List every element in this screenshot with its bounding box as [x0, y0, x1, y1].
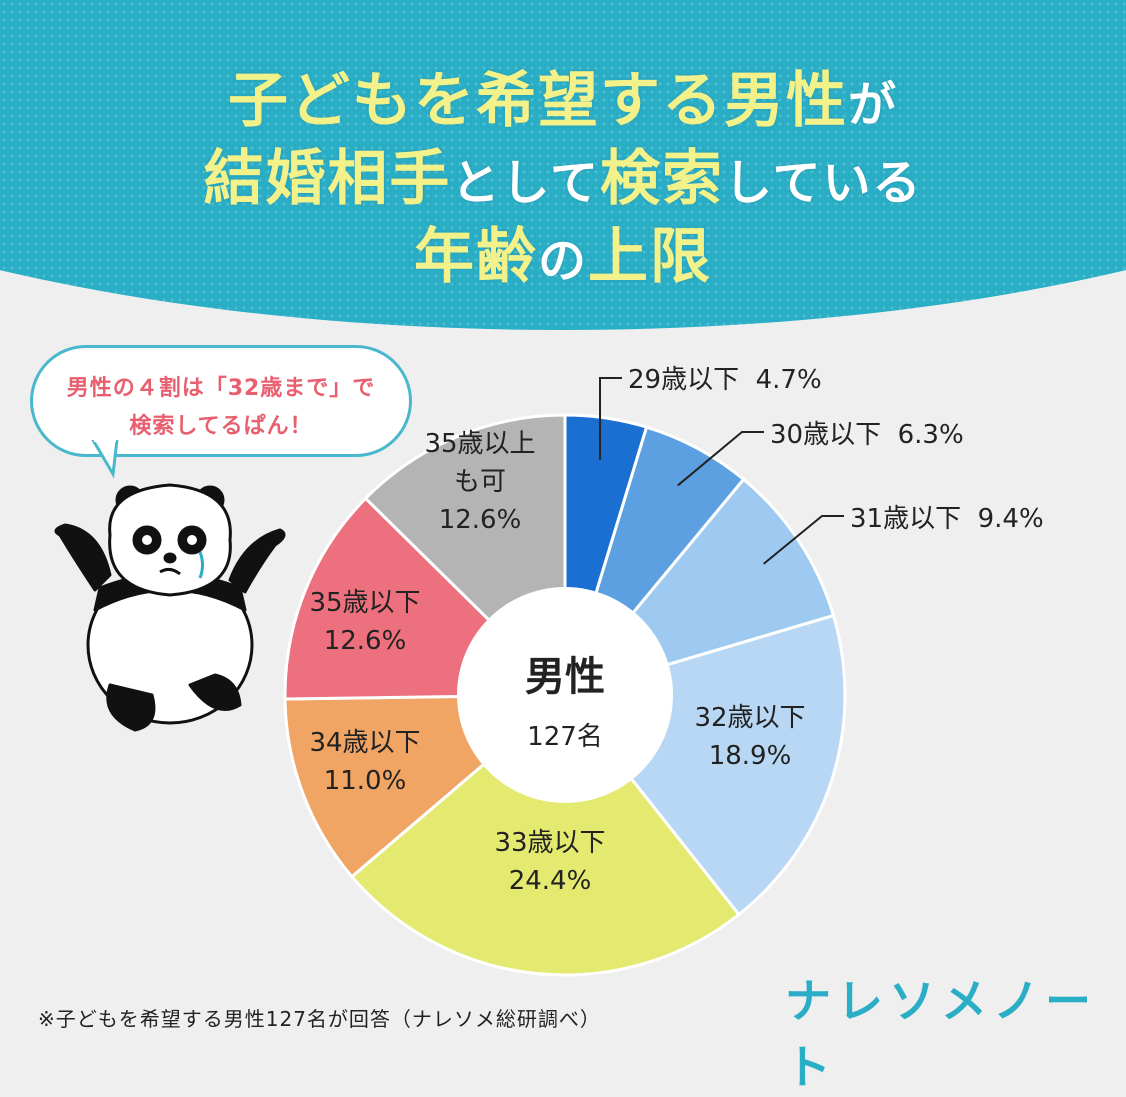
title-highlight: 子どもを希望する男性: [227, 66, 848, 136]
title-highlight: 上限: [588, 222, 712, 292]
title-text: として: [451, 155, 600, 211]
slice-label-line: 35歳以下: [309, 588, 420, 618]
slice-label-line: 35歳以上: [424, 429, 535, 459]
donut-chart: 29歳以下 4.7% 30歳以下 6.3% 31歳以下 9.4% 32歳以下 18.9%…: [283, 365, 1044, 977]
leader-line: [677, 431, 764, 487]
title-text: の: [537, 233, 588, 289]
slice-label: 31歳以下 9.4%: [850, 504, 1044, 534]
slice-label: 30歳以下 6.3%: [770, 420, 964, 450]
slice-label-line: も可: [454, 467, 506, 497]
slice-label-line: 12.6%: [439, 505, 522, 535]
bubble-tail: [91, 440, 119, 479]
slice-label-line: 11.0%: [324, 766, 407, 796]
chart-center-title: 男性: [525, 654, 605, 700]
speech-bubble: 男性の４割は「32歳まで」で 検索してるぱん！: [30, 345, 412, 457]
slice-label: 34歳以下 11.0%: [309, 728, 420, 796]
brand-logo: ナレソメノート: [785, 974, 1097, 1094]
title-highlight: 年齢: [413, 222, 538, 292]
chart-labels: 29歳以下 4.7% 30歳以下 6.3% 31歳以下 9.4% 32歳以下 18.9%…: [309, 365, 1043, 896]
slice-label-line: 32歳以下: [694, 703, 805, 733]
chart-leader-lines: [598, 377, 844, 565]
title-line-2: 結婚相手として検索している: [0, 130, 1126, 217]
title-text: している: [724, 155, 923, 211]
title-highlight: 検索: [600, 144, 724, 214]
leader-line: [763, 515, 844, 565]
slice-label: 32歳以下 18.9%: [694, 703, 805, 771]
slice-label-line: 18.9%: [709, 741, 792, 771]
bubble-line-1: 男性の４割は「32歳まで」で: [66, 376, 376, 401]
footnote: ※子どもを希望する男性127名が回答（ナレソメ総研調べ）: [38, 1007, 601, 1031]
slice-label: 35歳以上も可 12.6%: [424, 429, 535, 535]
chart-center-count: 127名: [527, 722, 603, 752]
slice-label: 33歳以下 24.4%: [494, 828, 605, 896]
header-banner: [0, 0, 1126, 330]
bubble-line-2: 検索してるぱん！: [129, 414, 313, 439]
slice-label-line: 33歳以下: [494, 828, 605, 858]
slice-label: 35歳以下 12.6%: [309, 588, 420, 656]
slice-label-line: 24.4%: [509, 866, 592, 896]
slice-label: 29歳以下 4.7%: [628, 365, 822, 395]
panda-mascot-icon: [54, 483, 286, 732]
leader-line: [598, 377, 622, 460]
slice-label-line: 34歳以下: [309, 728, 420, 758]
title-highlight: 結婚相手: [203, 144, 452, 214]
title-line-3: 年齢の上限: [0, 208, 1126, 295]
title-text: が: [847, 77, 898, 133]
slice-label-line: 12.6%: [324, 626, 407, 656]
title-line-1: 子どもを希望する男性が: [0, 52, 1126, 139]
pie-slice: [349, 692, 741, 977]
donut-hole: [457, 587, 673, 803]
